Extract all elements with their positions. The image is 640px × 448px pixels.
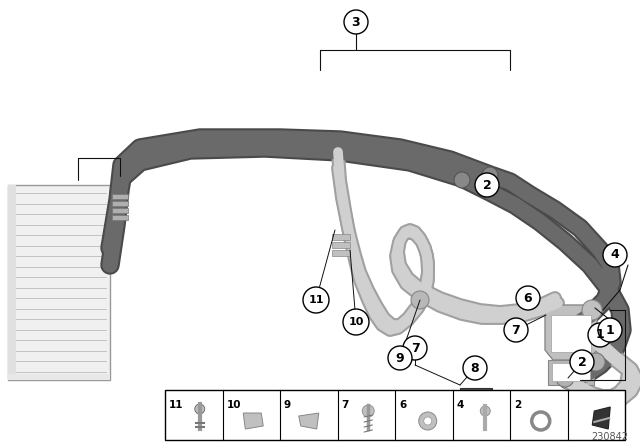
Circle shape — [411, 291, 429, 309]
Text: 7: 7 — [411, 341, 419, 354]
Bar — [165, 390, 625, 440]
Text: 2: 2 — [483, 178, 492, 191]
Circle shape — [598, 318, 622, 342]
Bar — [112, 194, 128, 199]
Text: 2: 2 — [514, 400, 521, 410]
Text: 4: 4 — [611, 249, 620, 262]
Text: 11: 11 — [169, 400, 184, 410]
Bar — [552, 363, 590, 381]
Bar — [112, 208, 128, 213]
Circle shape — [388, 346, 412, 370]
Circle shape — [504, 318, 528, 342]
Text: 9: 9 — [284, 400, 291, 410]
Circle shape — [570, 350, 594, 374]
Polygon shape — [299, 413, 319, 429]
Circle shape — [475, 173, 499, 197]
Text: 10: 10 — [348, 317, 364, 327]
Circle shape — [303, 287, 329, 313]
Text: 11: 11 — [308, 295, 324, 305]
Circle shape — [603, 243, 627, 267]
Text: 6: 6 — [524, 292, 532, 305]
Circle shape — [532, 412, 550, 430]
Bar — [8, 185, 110, 380]
Bar — [463, 391, 489, 409]
Circle shape — [403, 336, 427, 360]
Circle shape — [454, 172, 470, 188]
Circle shape — [588, 323, 612, 347]
Circle shape — [482, 167, 498, 183]
Circle shape — [362, 405, 374, 417]
Bar — [551, 315, 591, 352]
Bar — [8, 374, 110, 380]
Circle shape — [344, 10, 368, 34]
Bar — [332, 250, 350, 256]
Text: 6: 6 — [399, 400, 406, 410]
Circle shape — [343, 309, 369, 335]
Bar — [332, 242, 350, 248]
Circle shape — [582, 300, 602, 320]
Circle shape — [424, 417, 432, 425]
Circle shape — [587, 353, 605, 371]
Circle shape — [195, 404, 205, 414]
Text: 10: 10 — [227, 400, 241, 410]
Text: 9: 9 — [396, 352, 404, 365]
Polygon shape — [243, 413, 263, 429]
Text: 2: 2 — [578, 356, 586, 369]
Text: 1: 1 — [596, 328, 604, 341]
Text: 7: 7 — [342, 400, 349, 410]
Text: 3: 3 — [352, 16, 360, 29]
Text: 1: 1 — [605, 323, 614, 336]
Bar — [548, 360, 594, 385]
Text: 8: 8 — [470, 362, 479, 375]
Bar — [332, 234, 350, 240]
Bar — [112, 201, 128, 206]
Text: 7: 7 — [511, 323, 520, 336]
Circle shape — [463, 356, 487, 380]
Bar — [112, 215, 128, 220]
Text: 230842: 230842 — [591, 432, 628, 442]
Text: 4: 4 — [456, 400, 464, 410]
Circle shape — [516, 286, 540, 310]
Circle shape — [480, 406, 490, 416]
Circle shape — [419, 412, 436, 430]
Bar — [8, 185, 16, 380]
Circle shape — [556, 369, 574, 387]
Polygon shape — [545, 305, 597, 360]
Bar — [460, 388, 492, 413]
Circle shape — [471, 392, 481, 402]
Polygon shape — [592, 407, 611, 429]
